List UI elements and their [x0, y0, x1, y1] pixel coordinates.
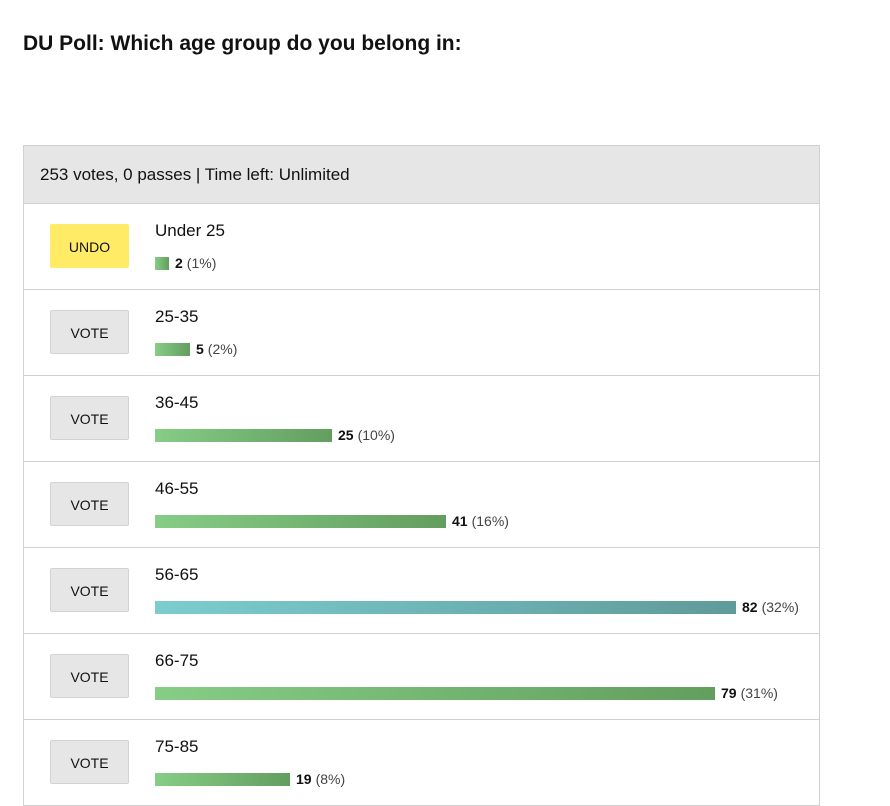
vote-count: 41: [452, 513, 468, 529]
poll-option: VOTE 56-65 82 (32%): [24, 548, 819, 634]
result-line: 82 (32%): [155, 599, 799, 615]
vote-button[interactable]: VOTE: [50, 482, 129, 526]
vote-count: 19: [296, 771, 312, 787]
vote-button[interactable]: VOTE: [50, 654, 129, 698]
undo-button[interactable]: UNDO: [50, 224, 129, 268]
vote-count: 25: [338, 427, 354, 443]
vote-button[interactable]: VOTE: [50, 568, 129, 612]
result-line: 41 (16%): [155, 513, 509, 529]
option-label: 66-75: [155, 651, 199, 670]
result-bar: [155, 600, 736, 614]
poll-option: VOTE 66-75 79 (31%): [24, 634, 819, 720]
vote-percent: (1%): [186, 255, 217, 271]
vote-button[interactable]: VOTE: [50, 740, 129, 784]
result-bar: [155, 772, 290, 786]
result-line: 2 (1%): [155, 255, 216, 271]
vote-button[interactable]: VOTE: [50, 396, 129, 440]
option-label: 56-65: [155, 565, 199, 584]
option-label: 46-55: [155, 479, 199, 498]
poll-option: VOTE 36-45 25 (10%): [24, 376, 819, 462]
result-line: 5 (2%): [155, 341, 237, 357]
option-label: 25-35: [155, 307, 199, 326]
vote-count: 5: [196, 341, 204, 357]
poll-option: VOTE 75-85 19 (8%): [24, 720, 819, 806]
poll-status: 253 votes, 0 passes | Time left: Unlimit…: [24, 146, 819, 204]
result-line: 19 (8%): [155, 771, 345, 787]
vote-count: 82: [742, 599, 758, 615]
option-label: 36-45: [155, 393, 199, 412]
vote-button[interactable]: VOTE: [50, 310, 129, 354]
result-line: 25 (10%): [155, 427, 395, 443]
option-label: Under 25: [155, 221, 225, 240]
vote-percent: (16%): [471, 513, 509, 529]
vote-percent: (8%): [315, 771, 346, 787]
poll-option: UNDO Under 25 2 (1%): [24, 204, 819, 290]
result-bar: [155, 686, 715, 700]
result-bar: [155, 256, 169, 270]
vote-count: 2: [175, 255, 183, 271]
result-bar: [155, 428, 332, 442]
poll-option: VOTE 25-35 5 (2%): [24, 290, 819, 376]
page-title: DU Poll: Which age group do you belong i…: [23, 32, 462, 55]
poll: 253 votes, 0 passes | Time left: Unlimit…: [23, 145, 820, 806]
poll-option: VOTE 46-55 41 (16%): [24, 462, 819, 548]
result-bar: [155, 514, 446, 528]
result-bar: [155, 342, 190, 356]
result-line: 79 (31%): [155, 685, 778, 701]
vote-percent: (32%): [761, 599, 799, 615]
vote-percent: (10%): [357, 427, 395, 443]
vote-percent: (2%): [207, 341, 238, 357]
option-label: 75-85: [155, 737, 199, 756]
vote-percent: (31%): [740, 685, 778, 701]
vote-count: 79: [721, 685, 737, 701]
